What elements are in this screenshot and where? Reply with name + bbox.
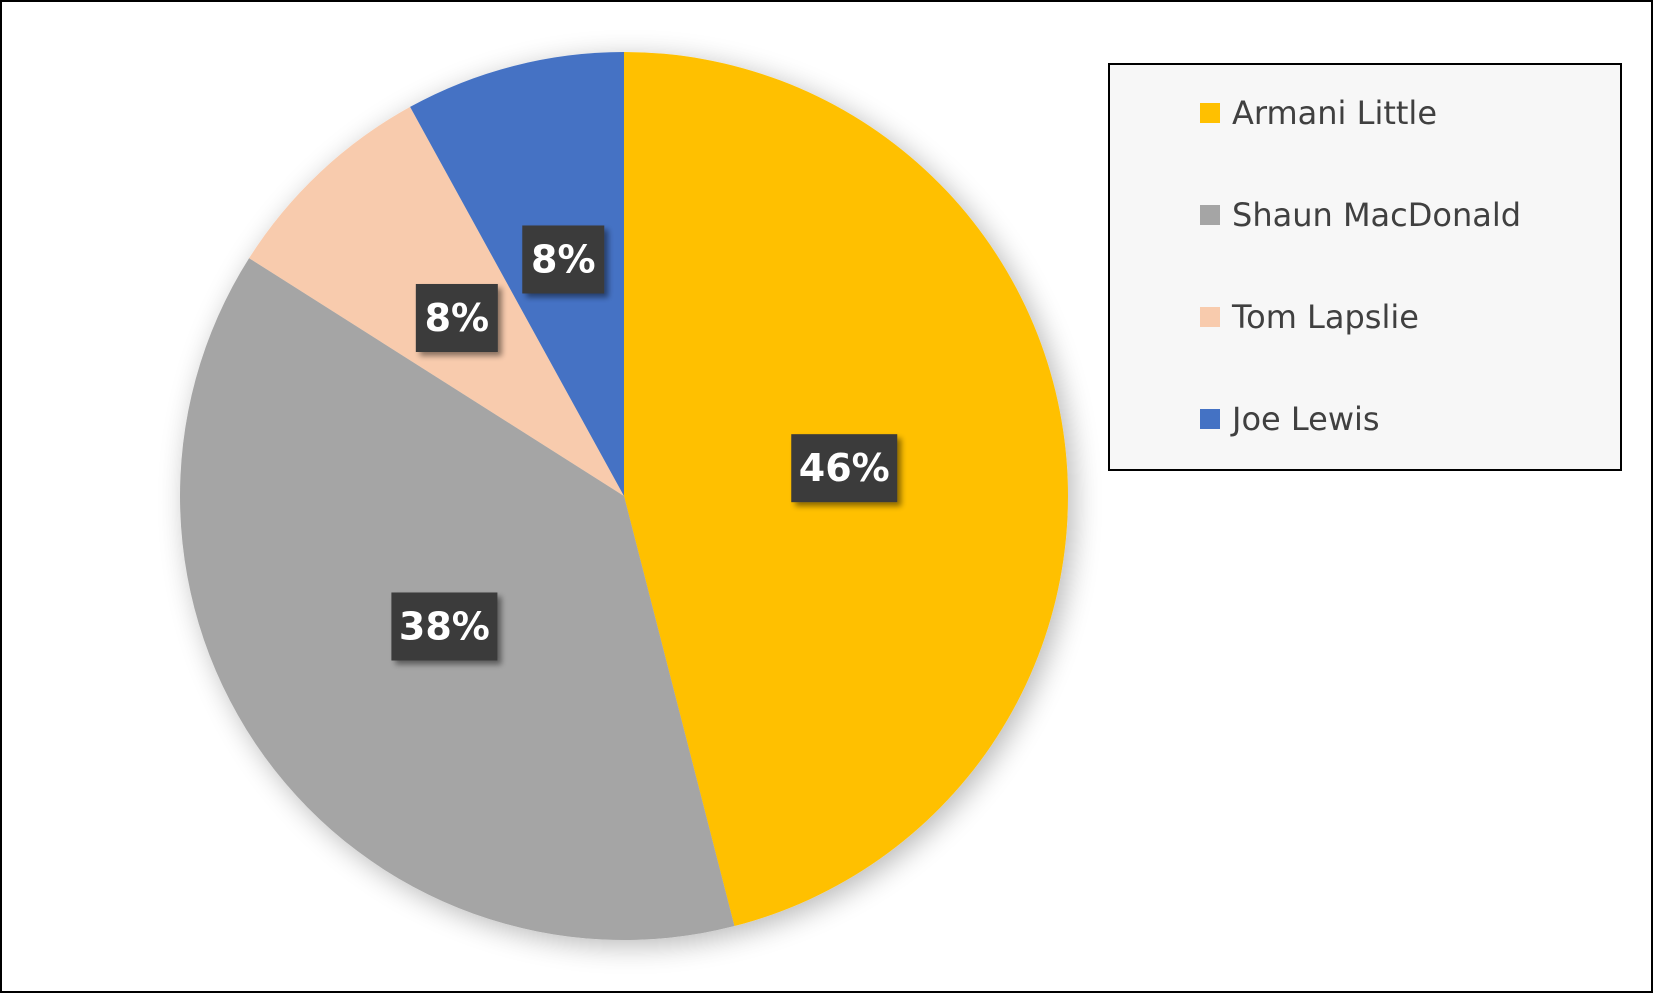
data-label-box (791, 434, 898, 503)
legend-item-shaun-macdonald: Shaun MacDonald (1200, 195, 1521, 235)
legend-item-tom-lapslie: Tom Lapslie (1200, 297, 1419, 337)
legend-label: Armani Little (1232, 94, 1437, 132)
legend-swatch-joe-lewis (1200, 409, 1220, 429)
legend-label: Shaun MacDonald (1232, 196, 1522, 234)
data-label-box (522, 225, 605, 294)
data-label-shaun-macdonald: 38% (391, 592, 498, 661)
data-label-text: 8% (425, 296, 490, 340)
legend-label: Joe Lewis (1232, 400, 1380, 438)
pie-slices (179, 52, 1069, 940)
data-label-text: 46% (799, 446, 890, 490)
data-label-box (415, 283, 498, 352)
data-label-joe-lewis: 8% (522, 225, 605, 294)
data-label-text: 38% (399, 604, 490, 648)
data-label-tom-lapslie: 8% (415, 283, 498, 352)
legend: Armani Little Shaun MacDonald Tom Lapsli… (1108, 63, 1622, 471)
pie-data-labels: 46% 38% 8% 8% (391, 225, 898, 661)
legend-swatch-armani-little (1200, 103, 1220, 123)
legend-label: Tom Lapslie (1232, 298, 1419, 336)
data-label-text: 8% (531, 237, 596, 281)
pie-slice-joe-lewis (410, 52, 624, 496)
legend-swatch-shaun-macdonald (1200, 205, 1220, 225)
legend-swatch-tom-lapslie (1200, 307, 1220, 327)
data-label-armani-little: 46% (791, 434, 898, 503)
data-label-box (391, 592, 498, 661)
legend-item-armani-little: Armani Little (1200, 93, 1437, 133)
legend-item-joe-lewis: Joe Lewis (1200, 399, 1380, 439)
